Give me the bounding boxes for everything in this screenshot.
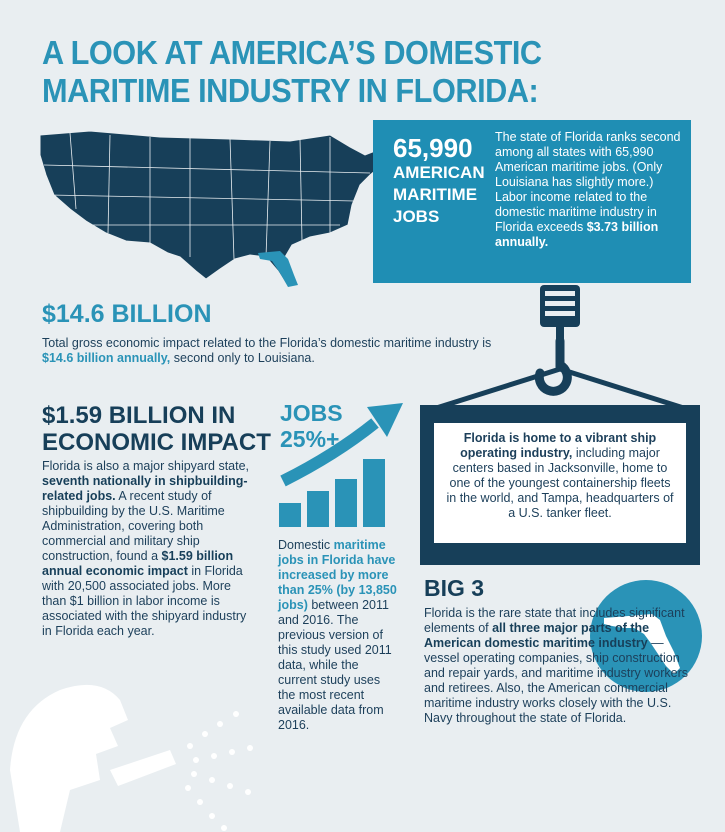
florida-icon [590, 580, 702, 692]
gross-text: Total gross economic impact related to t… [42, 336, 492, 365]
growth-chart-icon [279, 403, 403, 527]
jobs-callout: 65,990 AMERICAN MARITIME JOBS The state … [373, 120, 691, 283]
jobs-number: 65,990 [393, 133, 473, 163]
crane-hook-icon [429, 285, 691, 413]
shipping-text: Florida is home to a vibrant ship operat… [434, 423, 686, 543]
economic-impact-text: Florida is also a major shipyard state, … [42, 459, 250, 638]
big3-heading: BIG 3 [424, 575, 485, 601]
growth-label: JOBS 25%+ [280, 400, 343, 452]
big3-text: Florida is the rare state that includes … [424, 606, 688, 725]
us-map-icon [39, 130, 383, 288]
shipping-box: Florida is home to a vibrant ship operat… [420, 405, 700, 565]
economic-impact-heading: $1.59 BILLION IN ECONOMIC IMPACT [42, 402, 271, 456]
gross-heading: $14.6 BILLION [42, 300, 212, 328]
page-title: A LOOK AT AMERICA’S DOMESTIC MARITIME IN… [42, 34, 542, 109]
welder-icon [10, 684, 253, 832]
growth-text: Domestic maritime jobs in Florida have i… [278, 538, 397, 732]
jobs-label: AMERICAN MARITIME JOBS [393, 163, 485, 226]
jobs-description: The state of Florida ranks second among … [495, 130, 681, 249]
